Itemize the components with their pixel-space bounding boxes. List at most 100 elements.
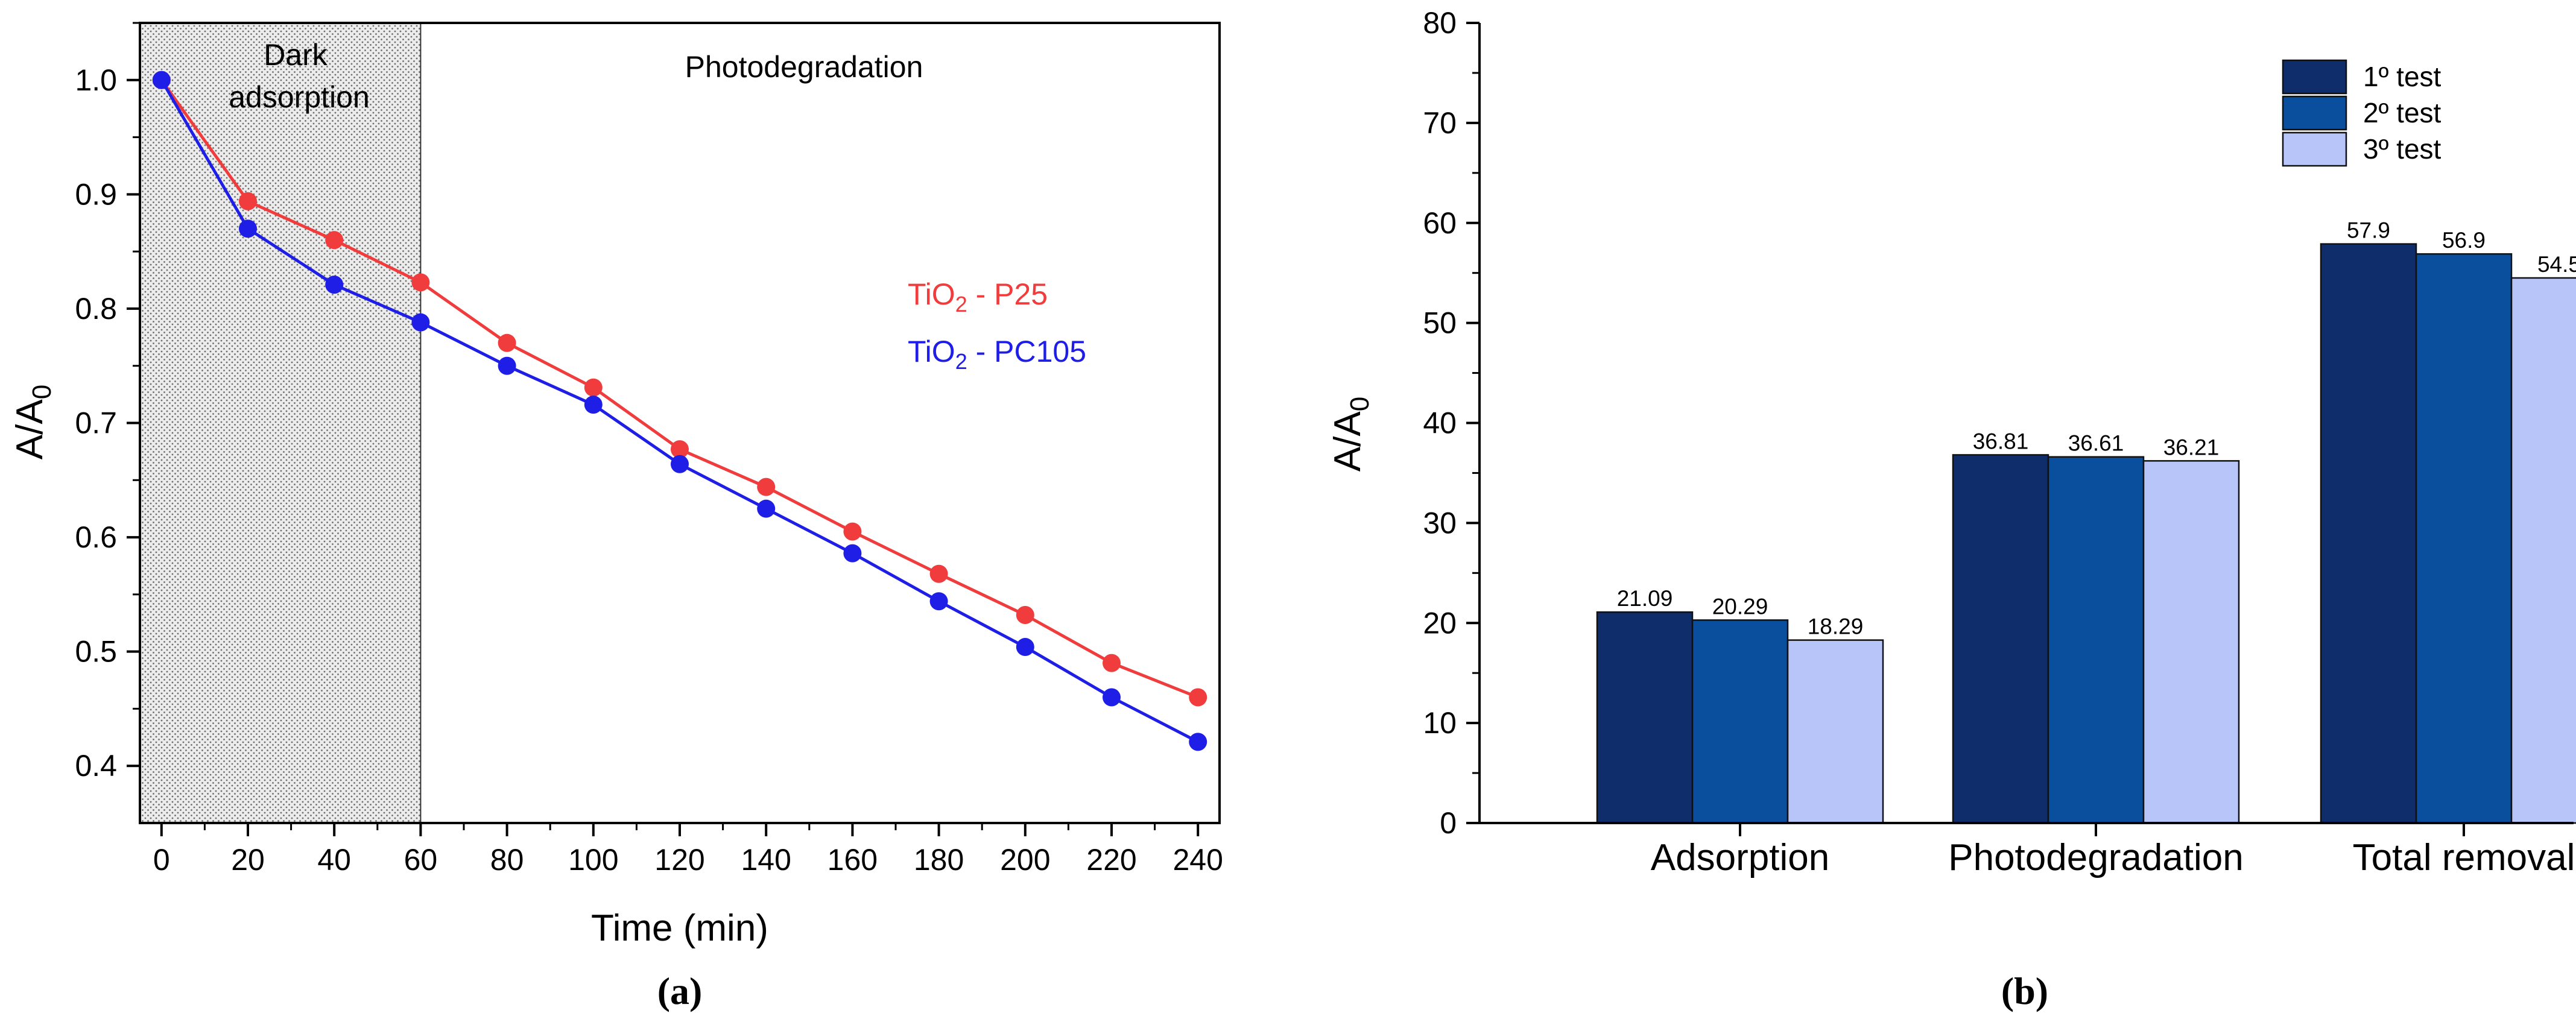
data-point-s1-6 [671,455,689,473]
dark-label-line1: Dark [264,38,328,72]
data-point-s1-9 [929,592,948,611]
legend-swatch-2 [2282,131,2347,167]
data-point-s0-1 [239,192,257,210]
data-point-s0-10 [1016,605,1034,624]
y-tick-label-a-4: 0.8 [75,292,117,326]
bar-value-label-0-0: 21.09 [1617,586,1673,611]
x-tick-label-a-4: 80 [490,843,524,877]
bar-value-label-0-2: 18.29 [1808,614,1864,639]
bar-value-label-1-1: 36.61 [2068,431,2124,456]
data-point-s0-7 [757,478,776,496]
panel-a-line-chart: 0 20 40 60 80 100 120 140 160 180 200 220 2400.40.50… [9,22,1223,1012]
bar-0-1 [1691,619,1789,824]
bar-value-label-1-0: 36.81 [1973,429,2029,453]
data-point-s0-12 [1189,688,1207,707]
y-tick-label-b-8: 80 [1423,6,1457,40]
y-tick-label-b-3: 30 [1423,506,1457,540]
legend-p25-rest: - P25 [967,277,1048,311]
data-point-s0-8 [843,522,862,541]
bar-value-label-1-2: 36.21 [2163,435,2220,459]
dark-label-line2: adsorption [229,80,370,114]
legend-label-2: 3º test [2363,133,2442,165]
y-axis-title-a: A/A0 [9,385,57,459]
legend-p25-main: TiO [908,277,955,311]
data-point-s0-11 [1103,654,1121,672]
bar-2-2 [2510,277,2576,824]
data-point-s1-7 [757,499,776,518]
y-axis-title-a-main: A/A [9,399,51,460]
category-label-1: Photodegradation [1948,837,2244,878]
x-tick-label-a-10: 200 [1000,843,1050,877]
legend-swatch-0 [2282,59,2347,95]
bar-1-2 [2142,460,2240,824]
legend-label-1: 2º test [2363,97,2442,128]
bar-0-0 [1596,611,1694,824]
legend-p25-sub: 2 [955,292,967,317]
data-point-s1-5 [584,396,603,414]
y-tick-label-b-0: 0 [1440,806,1457,840]
data-point-s1-2 [325,276,344,294]
panel-label-a: (a) [657,970,703,1012]
x-tick-label-a-9: 180 [914,843,964,877]
data-point-s1-0 [152,71,171,89]
legend-pc105-rest: - PC105 [967,335,1086,368]
y-tick-label-b-5: 50 [1423,306,1457,340]
data-point-s0-3 [411,273,430,292]
svg-text:A/A0: A/A0 [9,385,57,459]
y-tick-label-b-1: 10 [1423,706,1457,740]
x-tick-label-a-2: 40 [317,843,351,877]
svg-text:A/A0: A/A0 [1327,397,1375,472]
x-tick-label-a-5: 100 [568,843,618,877]
x-tick-label-a-3: 60 [404,843,438,877]
panel-label-b: (b) [2001,970,2048,1012]
data-point-s1-3 [411,313,430,332]
y-tick-label-a-3: 0.7 [75,406,117,440]
legend-series-p25: TiO2 - P25 [908,277,1048,317]
dark-adsorption-shaded-region [140,23,421,823]
legend-pc105-sub: 2 [955,349,967,374]
category-label-2: Total removal [2353,837,2575,878]
data-point-s1-4 [498,356,516,375]
bar-2-0 [2320,243,2417,824]
y-axis-title-b-main: A/A [1327,411,1369,472]
legend-series-pc105: TiO2 - PC105 [908,335,1086,374]
data-point-s0-6 [671,440,689,459]
y-tick-label-b-6: 60 [1423,206,1457,240]
data-point-s1-11 [1103,688,1121,707]
data-point-s0-4 [498,333,516,352]
y-tick-label-a-2: 0.6 [75,520,117,554]
x-tick-label-a-11: 220 [1086,843,1136,877]
x-tick-label-a-8: 160 [828,843,878,877]
y-tick-label-a-5: 0.9 [75,177,117,211]
y-axis-title-b-sub: 0 [1345,397,1375,411]
x-tick-label-a-6: 120 [654,843,704,877]
y-axis-title-a-sub: 0 [27,385,57,399]
bar-0-2 [1786,639,1884,824]
bar-1-1 [2047,456,2145,824]
data-point-s0-2 [325,231,344,250]
legend-pc105-main: TiO [908,335,955,368]
y-tick-label-a-6: 1.0 [75,63,117,97]
data-point-s1-10 [1016,638,1034,657]
x-tick-label-a-12: 240 [1172,843,1223,877]
data-point-s0-9 [929,564,948,583]
y-tick-label-b-2: 20 [1423,606,1457,640]
data-point-s1-1 [239,219,257,238]
x-axis-title-a: Time (min) [591,907,768,949]
bar-2-1 [2415,253,2513,824]
bar-value-label-2-1: 56.9 [2442,228,2486,253]
bar-1-0 [1952,454,2049,824]
bar-value-label-2-2: 54.5 [2537,252,2576,277]
y-axis-title-b: A/A0 [1327,397,1375,472]
panel-b-bar-chart: 21.09 20.29 18.29 36.81 36.61 36.21 57.9 56.9 54… [1327,6,2576,1012]
data-point-s1-8 [843,544,862,563]
photodegradation-region-label: Photodegradation [685,50,923,84]
data-point-s1-12 [1189,733,1207,751]
y-tick-label-b-7: 70 [1423,106,1457,140]
legend-label-0: 1º test [2363,61,2442,92]
bar-value-label-2-0: 57.9 [2347,218,2390,243]
category-label-0: Adsorption [1651,837,1829,878]
data-point-s0-5 [584,378,603,397]
x-tick-label-a-1: 20 [231,843,265,877]
